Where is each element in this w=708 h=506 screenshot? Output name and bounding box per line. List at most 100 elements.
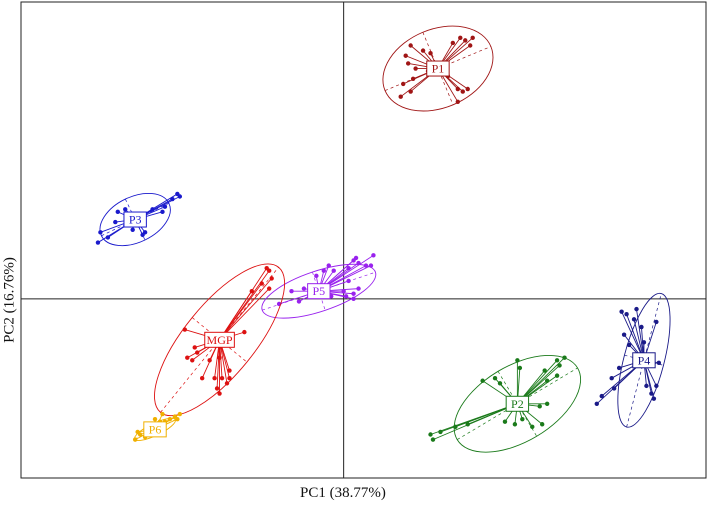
data-point-p1 <box>450 40 456 46</box>
data-point-p2 <box>517 365 523 371</box>
data-point-mgp <box>227 368 232 373</box>
data-point-p5 <box>351 296 356 302</box>
data-point-p4 <box>619 309 624 314</box>
data-point-p3 <box>130 227 135 232</box>
group-label-p4: P4 <box>638 353 651 367</box>
data-point-p5 <box>368 263 374 268</box>
label-box-p4 <box>632 352 656 369</box>
data-point-p1 <box>465 86 470 92</box>
data-point-p2 <box>520 416 525 422</box>
data-point-p6 <box>175 416 180 422</box>
data-point-p5 <box>326 263 331 268</box>
ellipse-minor-axis-p1 <box>422 32 454 105</box>
data-point-p5 <box>296 299 302 304</box>
data-point-mgp <box>266 268 272 273</box>
data-point-p2 <box>544 401 550 406</box>
data-point-mgp <box>199 375 205 381</box>
data-point-p6 <box>132 437 138 442</box>
data-point-p2 <box>557 363 562 368</box>
data-point-mgp <box>224 381 230 386</box>
data-point-mgp <box>212 375 217 381</box>
data-point-p3 <box>113 219 118 225</box>
data-point-mgp <box>217 355 222 360</box>
x-axis-title: PC1 (38.77%) <box>300 485 386 501</box>
ellipse-major-axis-p2 <box>457 367 578 440</box>
y-axis-title: PC2 (16.76%) <box>1 257 18 343</box>
data-point-p4 <box>651 396 657 401</box>
spider-line-mgp <box>219 270 270 341</box>
data-point-p2 <box>430 437 436 442</box>
data-point-p2 <box>537 404 542 409</box>
data-point-p4 <box>616 365 622 371</box>
data-point-p1 <box>428 50 433 56</box>
data-point-p5 <box>356 286 361 291</box>
label-box-p3 <box>123 211 147 228</box>
data-point-p1 <box>463 38 468 43</box>
group-label-mgp: MGP <box>207 333 233 347</box>
data-point-mgp <box>217 391 222 396</box>
data-point-p1 <box>403 53 408 58</box>
data-point-mgp <box>190 358 195 363</box>
data-point-mgp <box>195 350 200 355</box>
data-point-p4 <box>621 332 627 337</box>
data-point-p4 <box>599 393 604 399</box>
data-point-p4 <box>624 312 629 317</box>
data-point-p5 <box>343 294 349 299</box>
data-point-mgp <box>269 276 274 281</box>
data-point-p1 <box>470 35 475 41</box>
data-point-p2 <box>492 375 498 381</box>
spider-line-mgp <box>219 278 273 341</box>
data-point-p2 <box>428 432 433 437</box>
spider-line-mgp <box>219 288 270 341</box>
label-box-p2 <box>505 395 530 412</box>
data-point-p2 <box>453 424 458 430</box>
data-point-p3 <box>95 240 101 245</box>
group-label-p2: P2 <box>511 397 524 411</box>
data-point-p1 <box>405 61 411 66</box>
data-point-p4 <box>631 317 637 322</box>
data-point-p4 <box>654 319 659 325</box>
data-point-p6 <box>152 416 158 422</box>
data-point-p2 <box>502 419 508 424</box>
group-label-p3: P3 <box>129 213 142 227</box>
data-point-p2 <box>515 358 520 363</box>
data-point-mgp <box>192 345 197 350</box>
data-point-p3 <box>98 230 103 235</box>
spider-line-p4 <box>636 309 645 361</box>
data-point-p5 <box>371 253 376 258</box>
group-p4: P4 <box>594 292 671 428</box>
data-point-p4 <box>654 383 659 389</box>
data-point-mgp <box>214 386 220 391</box>
group-label-p5: P5 <box>312 284 325 298</box>
data-point-p4 <box>626 342 632 348</box>
data-point-p1 <box>420 48 426 53</box>
data-point-p1 <box>458 35 463 41</box>
group-label-p6: P6 <box>149 422 162 436</box>
data-point-p2 <box>480 378 485 383</box>
data-point-p2 <box>530 424 535 430</box>
data-point-p5 <box>346 278 351 284</box>
group-label-p1: P1 <box>432 62 445 76</box>
label-box-p5 <box>307 283 331 300</box>
data-point-mgp <box>207 358 212 363</box>
group-p1: P1 <box>382 25 494 112</box>
ellipse-major-axis-mgp <box>160 267 279 413</box>
data-point-mgp <box>242 329 247 335</box>
data-point-p2 <box>512 422 518 427</box>
data-point-p1 <box>401 81 406 87</box>
data-point-p2 <box>562 355 567 360</box>
data-point-p4 <box>611 386 617 391</box>
plot-frame <box>20 1 707 479</box>
data-point-p6 <box>135 429 140 435</box>
data-point-p1 <box>460 89 465 94</box>
data-point-p5 <box>331 268 336 273</box>
data-point-p3 <box>162 204 168 209</box>
data-point-p3 <box>105 235 111 240</box>
data-point-p6 <box>177 411 183 417</box>
data-point-p4 <box>641 340 647 345</box>
data-point-p3 <box>177 194 183 199</box>
data-point-p6 <box>160 411 165 417</box>
data-point-p2 <box>542 368 547 373</box>
group-p6: P6 <box>132 411 183 442</box>
